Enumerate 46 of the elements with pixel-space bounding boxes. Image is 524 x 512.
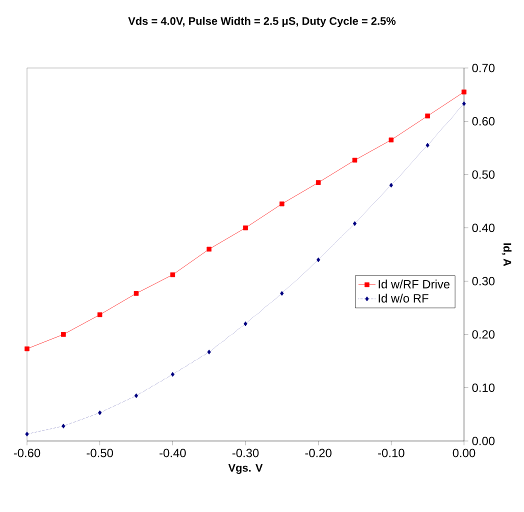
legend-label: Id w/RF Drive	[378, 280, 450, 288]
x-axis-title: Vgs. V	[228, 464, 263, 474]
point	[426, 142, 430, 148]
y-tick-label: 0.00	[472, 436, 495, 446]
point	[389, 182, 394, 188]
point	[24, 346, 30, 352]
y-tick-label: 0.30	[472, 276, 495, 286]
point	[61, 332, 66, 337]
point	[134, 393, 138, 398]
x-tick-label: -0.40	[160, 448, 186, 458]
point	[170, 272, 176, 278]
point	[62, 424, 66, 428]
point	[207, 350, 211, 354]
point	[170, 372, 175, 377]
chart-title: Vds = 4.0V, Pulse Width = 2.5 μS, Duty Cycle = 2.5%	[128, 16, 396, 28]
point	[425, 114, 430, 118]
point	[462, 101, 466, 106]
point	[316, 257, 320, 262]
x-tick-label: -0.60	[14, 448, 40, 458]
y-tick-label: 0.10	[472, 383, 495, 392]
point	[280, 291, 284, 296]
point	[97, 312, 102, 318]
y-tick-label: 0.40	[472, 224, 495, 232]
point	[244, 321, 248, 326]
point	[98, 410, 102, 416]
point	[280, 201, 284, 206]
point	[388, 138, 394, 142]
point	[134, 291, 139, 296]
point	[352, 221, 357, 226]
point	[462, 90, 466, 94]
x-tick-label: -0.10	[378, 448, 404, 458]
y-tick-label: 0.60	[472, 117, 495, 126]
y-axis-title: Id, A	[502, 243, 512, 266]
y-tick-label: 0.70	[472, 64, 495, 72]
point	[25, 432, 29, 436]
point	[243, 225, 248, 230]
point	[206, 246, 212, 252]
point	[352, 158, 358, 163]
x-tick-label: -0.20	[305, 448, 332, 458]
x-tick-label: -0.30	[232, 448, 259, 458]
point	[316, 180, 321, 185]
y-tick-label: 0.50	[472, 170, 495, 179]
x-tick-label: -0.50	[86, 448, 113, 458]
legend-label: Id w/o RF	[378, 294, 428, 303]
y-tick-label: 0.20	[472, 330, 495, 339]
x-tick-label: 0.00	[452, 448, 476, 458]
